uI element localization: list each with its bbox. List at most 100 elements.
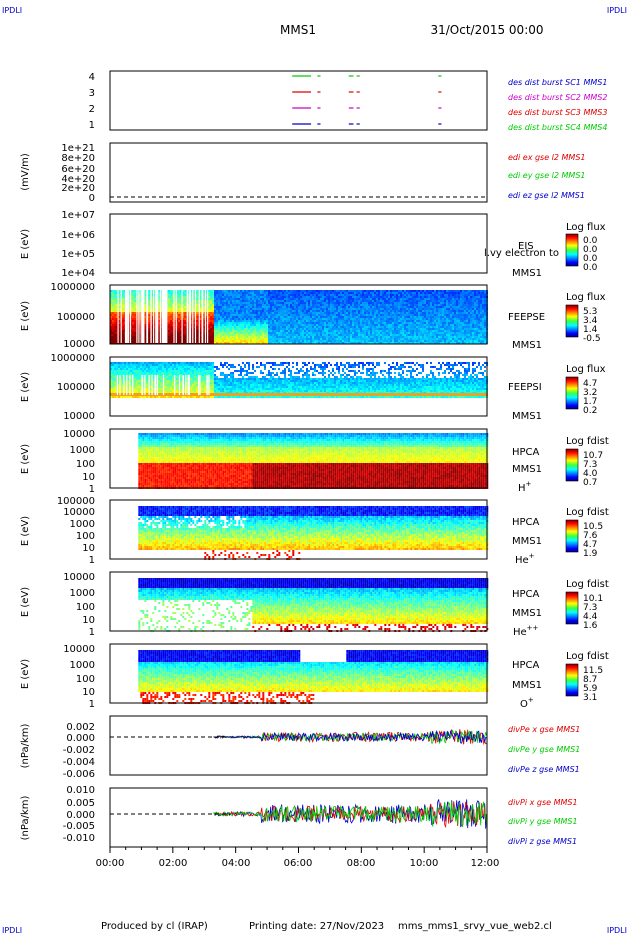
spectrogram-cell — [236, 314, 238, 316]
spectrogram-cell — [208, 324, 210, 326]
spectrogram-cell — [224, 308, 226, 310]
spectrogram-cell — [330, 304, 332, 306]
spectrogram-cell — [260, 330, 262, 332]
spectrogram-cell — [388, 314, 390, 316]
spectrogram-cell — [246, 292, 248, 294]
spectrogram-cell — [382, 322, 384, 324]
spectrogram-cell — [390, 314, 392, 316]
spectrogram-cell — [460, 324, 462, 326]
spectrogram-cell — [360, 294, 362, 296]
spectrogram-cell — [322, 322, 324, 324]
spectrogram-cell — [400, 326, 402, 328]
spectrogram-cell — [416, 334, 418, 336]
spectrogram-cell — [366, 306, 368, 308]
spectrogram-cell — [378, 294, 380, 296]
spectrogram-cell — [342, 322, 344, 324]
spectrogram-cell — [416, 306, 418, 308]
spectrogram-cell — [356, 310, 358, 312]
spectrogram-cell — [290, 306, 292, 308]
spectrogram-cell — [436, 296, 438, 298]
spectrogram-cell — [196, 332, 198, 334]
spectrogram-cell — [284, 324, 286, 326]
spectrogram-cell — [178, 328, 180, 330]
spectrogram-cell — [388, 338, 390, 340]
spectrogram-cell — [474, 314, 476, 316]
spectrogram-cell — [378, 324, 380, 326]
spectrogram-cell — [250, 316, 252, 318]
spectrogram-cell — [352, 300, 354, 302]
spectrogram-cell — [184, 332, 186, 334]
spectrogram-cell — [442, 334, 444, 336]
spectrogram-cell — [230, 296, 232, 298]
spectrogram-cell — [462, 306, 464, 308]
spectrogram-cell — [464, 336, 466, 338]
spectrogram-cell — [280, 306, 282, 308]
spectrogram-cell — [216, 328, 218, 330]
spectrogram-cell — [434, 304, 436, 306]
spectrogram-cell — [422, 298, 424, 300]
spectrogram-cell — [258, 296, 260, 298]
spectrogram-cell — [208, 338, 210, 340]
spectrogram-cell — [398, 340, 400, 342]
spectrogram-cell — [222, 328, 224, 330]
spectrogram-cell — [416, 314, 418, 316]
spectrogram-cell — [472, 312, 474, 314]
spectrogram-cell — [214, 338, 216, 340]
spectrogram-cell — [306, 328, 308, 330]
spectrogram-cell — [244, 308, 246, 310]
spectrogram-cell — [358, 338, 360, 340]
spectrogram-cell — [436, 326, 438, 328]
spectrogram-cell — [436, 312, 438, 314]
spectrogram-cell — [362, 308, 364, 310]
spectrogram-cell — [452, 298, 454, 300]
spectrogram-cell — [474, 290, 476, 292]
spectrogram-cell — [320, 320, 322, 322]
spectrogram-cell — [466, 320, 468, 322]
spectrogram-cell — [242, 292, 244, 294]
spectrogram-cell — [132, 300, 134, 302]
spectrogram-cell — [468, 296, 470, 298]
spectrogram-cell — [270, 320, 272, 322]
spectrogram-cell — [208, 336, 210, 338]
spectrogram-cell — [334, 326, 336, 328]
spectrogram-cell — [318, 336, 320, 338]
spectrogram-cell — [432, 332, 434, 334]
spectrogram-cell — [252, 336, 254, 338]
spectrogram-cell — [336, 294, 338, 296]
spectrogram-cell — [168, 296, 170, 298]
spectrogram-cell — [224, 296, 226, 298]
spectrogram-cell — [266, 320, 268, 322]
figure-title: MMS1 — [280, 23, 316, 37]
spectrogram-cell — [430, 300, 432, 302]
spectrogram-cell — [372, 318, 374, 320]
spectrogram-cell — [168, 338, 170, 340]
spectrogram-cell — [440, 340, 442, 342]
spectrogram-cell — [352, 290, 354, 292]
spectrogram-cell — [372, 290, 374, 292]
spectrogram-cell — [426, 340, 428, 342]
spectrogram-cell — [436, 290, 438, 292]
spectrogram-cell — [412, 340, 414, 342]
spectrogram-cell — [280, 322, 282, 324]
spectrogram-cell — [400, 332, 402, 334]
spectrogram-cell — [250, 328, 252, 330]
spectrogram-cell — [406, 296, 408, 298]
spectrogram-cell — [312, 296, 314, 298]
spectrogram-cell — [336, 332, 338, 334]
spectrogram-cell — [134, 292, 136, 294]
spectrogram-cell — [350, 316, 352, 318]
spectrogram-cell — [332, 332, 334, 334]
spectrogram-cell — [474, 296, 476, 298]
spectrogram-cell — [240, 310, 242, 312]
spectrogram-cell — [348, 328, 350, 330]
spectrogram-cell — [330, 314, 332, 316]
spectrogram-cell — [270, 316, 272, 318]
spectrogram-cell — [296, 294, 298, 296]
spectrogram-cell — [284, 308, 286, 310]
spectrogram-cell — [240, 340, 242, 342]
spectrogram-cell — [380, 316, 382, 318]
spectrogram-cell — [386, 336, 388, 338]
spectrogram-cell — [426, 314, 428, 316]
spectrogram-cell — [332, 320, 334, 322]
spectrogram-cell — [348, 300, 350, 302]
